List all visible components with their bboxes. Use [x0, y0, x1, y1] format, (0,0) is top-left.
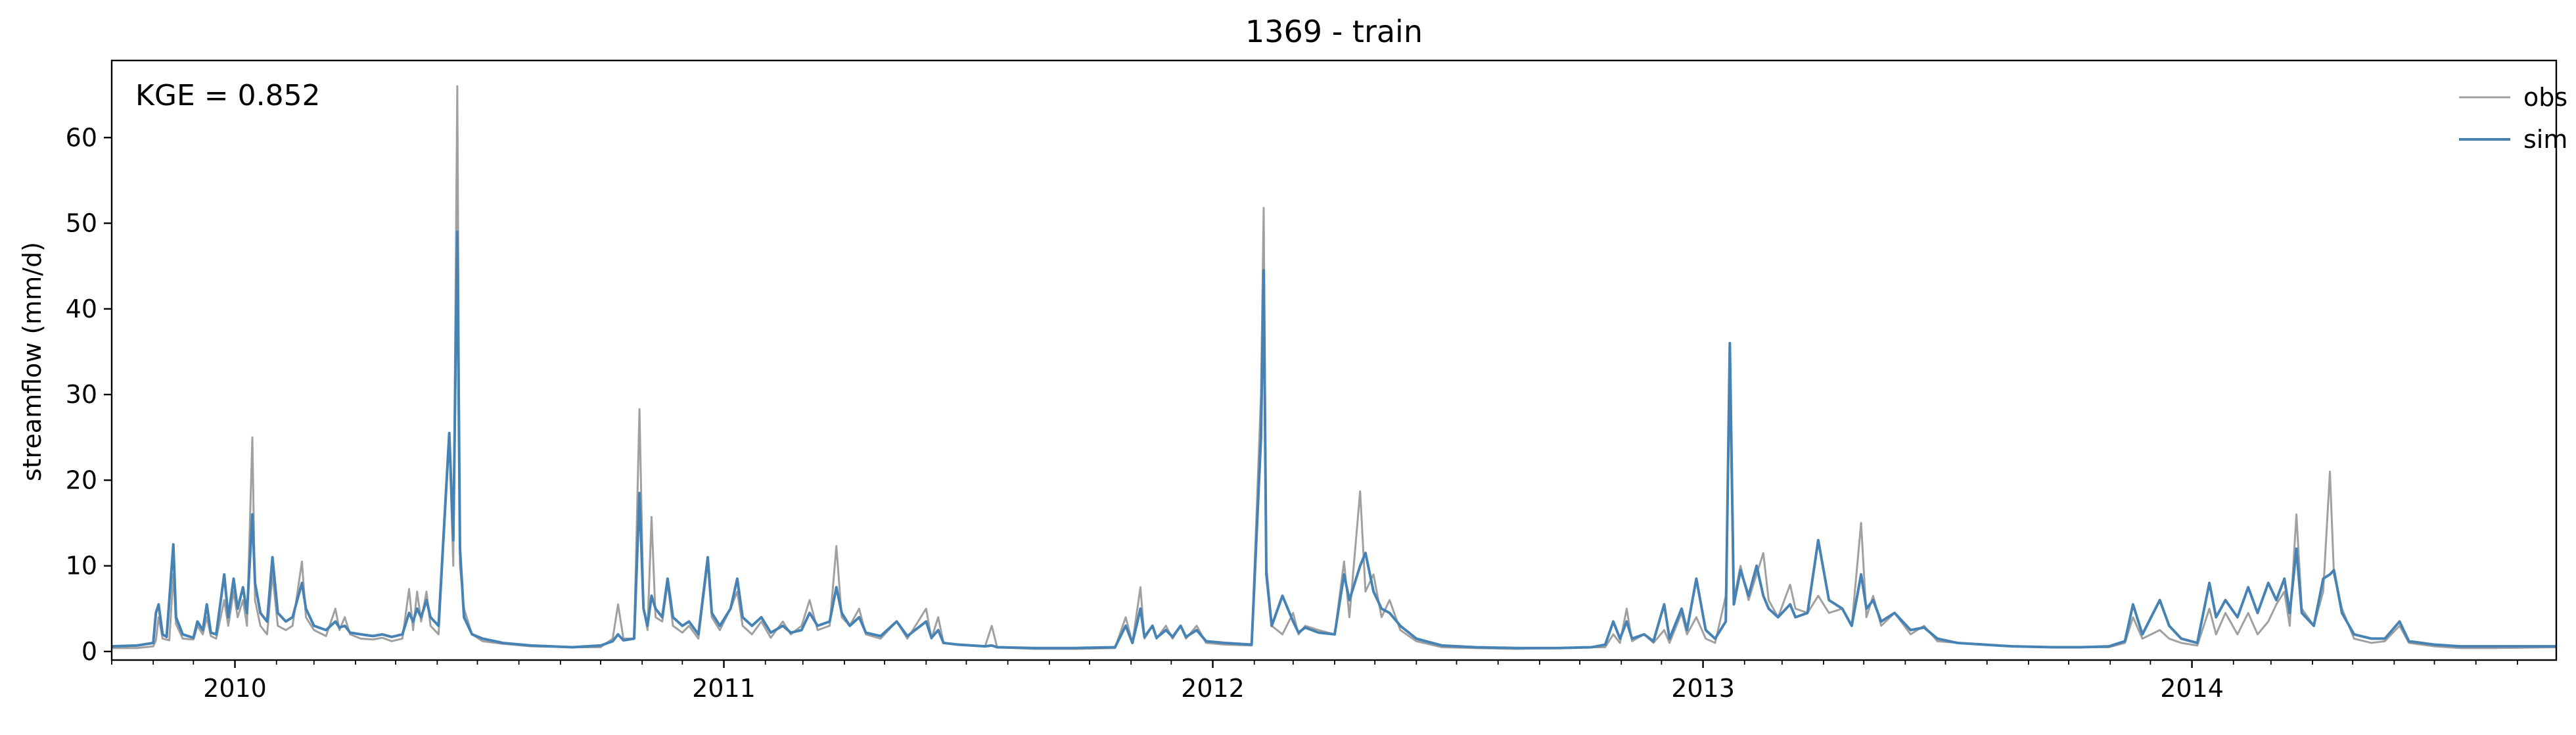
- chart-title: 1369 - train: [1245, 14, 1423, 49]
- legend-label-sim: sim: [2523, 125, 2567, 154]
- series-line-sim: [111, 230, 2556, 650]
- y-tick-label: 0: [81, 637, 97, 666]
- x-tick-label: 2012: [1181, 674, 1245, 703]
- y-tick-label: 60: [66, 123, 97, 152]
- x-tick-label: 2010: [203, 674, 267, 703]
- y-tick-label: 10: [66, 552, 97, 581]
- y-tick-label: 50: [66, 209, 97, 238]
- series-layer: [111, 85, 2557, 650]
- y-tick-label: 40: [66, 295, 97, 323]
- x-tick-label: 2011: [692, 674, 756, 703]
- kge-annotation: KGE = 0.852: [135, 79, 321, 112]
- axes-layer: 0 10 20 30 40 50 60 2010 2011 2012 2013 2014: [66, 123, 2518, 703]
- y-axis-label: streamflow (mm/d): [18, 242, 47, 481]
- series-line-obs: [112, 85, 2557, 650]
- legend: obs sim: [2459, 83, 2567, 154]
- y-tick-label: 20: [66, 465, 97, 494]
- plot-frame: [110, 59, 2558, 661]
- legend-label-obs: obs: [2523, 83, 2567, 112]
- x-tick-label: 2014: [2160, 674, 2224, 703]
- x-tick-label: 2013: [1671, 674, 1735, 703]
- y-tick-label: 30: [66, 380, 97, 409]
